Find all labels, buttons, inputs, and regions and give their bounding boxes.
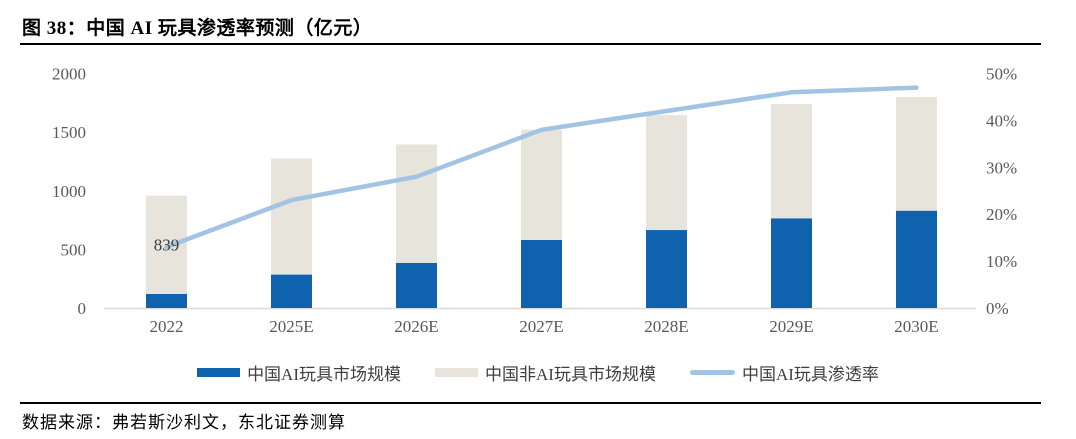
x-axis-label-2029E: 2029E [769,317,813,336]
right-axis-tick-10%: 10% [986,252,1017,271]
x-axis-label-2026E: 2026E [394,317,438,336]
data-label-2022: 839 [154,236,180,255]
legend-item-non-ai-market: 中国非AI玩具市场规模 [435,360,656,385]
bar-non-ai-2025E [271,158,312,275]
bar-non-ai-2027E [521,129,562,240]
legend-item-penetration: 中国AI玩具渗透率 [689,360,879,385]
legend-label-penetration: 中国AI玩具渗透率 [741,365,879,384]
x-axis-label-2027E: 2027E [519,317,563,336]
x-axis-label-2025E: 2025E [269,317,313,336]
right-axis-tick-20%: 20% [986,205,1017,224]
figure-title: 图 38：中国 AI 玩具渗透率预测（亿元） [22,18,373,39]
bar-ai-2025E [271,274,312,308]
bar-ai-2030E [896,210,937,308]
left-axis-tick-0: 0 [78,299,87,318]
right-axis-tick-50%: 50% [986,65,1017,84]
bar-non-ai-2028E [646,115,687,231]
title-underline [20,43,1041,45]
legend-swatch-penetration-line [689,370,735,375]
legend-label-non-ai-market: 中国非AI玩具市场规模 [485,365,656,384]
left-axis-tick-2000: 2000 [52,65,86,84]
chart-legend: 中国AI玩具市场规模 中国非AI玩具市场规模 中国AI玩具渗透率 [0,360,1076,385]
left-axis-tick-500: 500 [61,240,87,259]
right-axis-tick-0%: 0% [986,299,1009,318]
bar-non-ai-2030E [896,96,937,211]
chart-canvas: 0 500 1000 1500 2000 0% 10% 20% 30% 40% 50% 839 2022… [52,65,1017,337]
bar-ai-2029E [771,218,812,308]
legend-swatch-ai-market [197,368,241,377]
bar-non-ai-2026E [396,144,437,263]
legend-label-ai-market: 中国AI玩具市场规模 [247,365,402,384]
bar-ai-2026E [396,262,437,308]
x-axis-label-2030E: 2030E [894,317,938,336]
data-source: 数据来源：弗若斯沙利文，东北证券测算 [22,413,346,432]
legend-swatch-non-ai-market [435,368,479,377]
source-divider [20,402,1041,404]
bar-ai-2028E [646,230,687,308]
x-axis-label-2028E: 2028E [644,317,688,336]
bar-ai-2022 [146,293,187,308]
right-axis-tick-30%: 30% [986,158,1017,177]
legend-item-ai-market: 中国AI玩具市场规模 [197,360,401,385]
x-axis-label-2022: 2022 [150,317,184,336]
right-axis-tick-40%: 40% [986,111,1017,130]
bar-ai-2027E [521,239,562,308]
bar-non-ai-2029E [771,103,812,219]
penetration-line [164,85,919,250]
left-axis-tick-1000: 1000 [52,182,86,201]
left-axis-tick-1500: 1500 [52,123,86,142]
